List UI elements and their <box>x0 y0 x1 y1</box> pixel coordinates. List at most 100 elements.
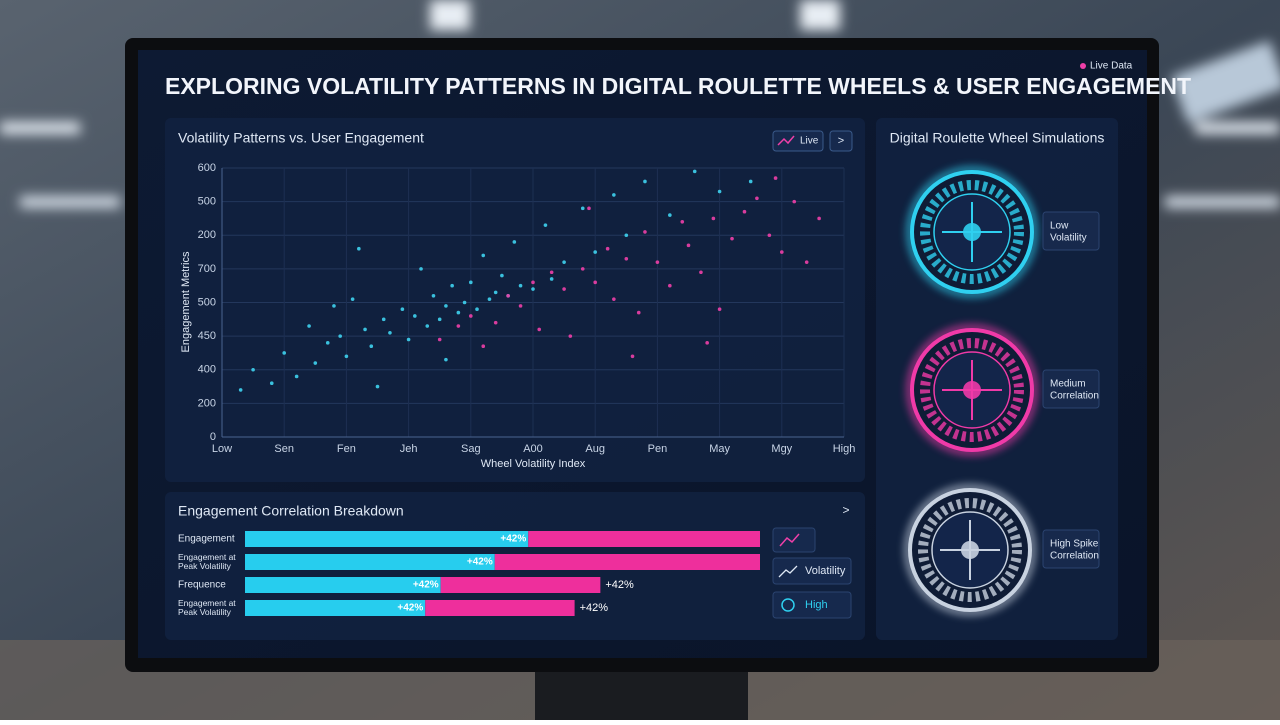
scatter-point <box>469 280 473 285</box>
scatter-point <box>755 196 759 201</box>
scatter-point <box>493 320 498 325</box>
x-tick-label: May <box>709 443 730 455</box>
scatter-point <box>543 223 548 227</box>
wheel-label-box <box>1042 529 1100 569</box>
volatility-button[interactable] <box>772 557 852 585</box>
bar-trailing-label: +42% <box>605 579 634 591</box>
scatter-point <box>767 233 772 238</box>
y-tick-label: 200 <box>198 229 216 241</box>
scatter-point <box>350 297 355 301</box>
row-label: Engagement <box>178 534 235 545</box>
scatter-point <box>444 357 448 362</box>
scatter-point <box>643 230 647 234</box>
wheel-label-box <box>1042 369 1100 409</box>
wheel-label: Low <box>1050 221 1069 232</box>
scatter-point <box>773 176 778 180</box>
bar-segment <box>494 554 760 570</box>
scatter-point <box>612 193 616 197</box>
scatter-point <box>730 236 734 241</box>
wheel-label: High Spike <box>1050 539 1099 550</box>
bar-badge: +42% <box>397 603 423 614</box>
high-button-label: High <box>805 599 828 611</box>
scatter-point <box>518 283 523 288</box>
scatter-point <box>568 334 573 338</box>
scatter-point <box>593 250 597 254</box>
scatter-point <box>717 307 722 312</box>
scatter-point <box>705 341 709 345</box>
x-tick-label: Aug <box>585 443 605 455</box>
y-tick-label: 400 <box>198 364 216 376</box>
scatter-point <box>493 290 498 295</box>
next-button[interactable] <box>829 130 853 152</box>
scatter-point <box>238 388 243 392</box>
scatter-point <box>804 260 809 264</box>
scatter-point <box>269 381 274 386</box>
scatter-point <box>413 314 417 318</box>
scatter-point <box>636 310 641 315</box>
breakdown-title: Engagement Correlation Breakdown <box>178 503 404 519</box>
scatter-point <box>605 246 610 251</box>
y-tick-label: 700 <box>198 263 216 275</box>
scatter-point <box>437 317 442 322</box>
scatter-point <box>332 304 336 308</box>
ceiling-lights <box>0 0 1280 208</box>
scatter-point <box>531 287 535 291</box>
scatter-point <box>282 351 287 355</box>
bar-segment <box>440 577 601 593</box>
scatter-point <box>624 233 629 238</box>
scatter-point <box>580 267 585 271</box>
scatter-panel <box>165 118 865 482</box>
bar-segment <box>245 531 529 547</box>
wheel-pockets <box>920 180 1024 284</box>
row-label: Peak Volatility <box>178 561 232 571</box>
scatter-point <box>381 317 386 322</box>
scatter-point <box>537 327 542 332</box>
row-label: Engagement at <box>178 552 236 562</box>
x-tick-label: Jeh <box>400 443 418 455</box>
y-tick-label: 500 <box>198 196 216 208</box>
scatter-point <box>562 260 566 264</box>
scatter-point <box>481 344 486 349</box>
scatter-plot: 0 200 400 450 500 700 200 500 600 Low Sen Fen Jeh Sag… <box>198 162 856 455</box>
breakdown-next[interactable]: > <box>842 503 849 517</box>
trend-icon <box>779 533 800 547</box>
scatter-point <box>369 344 374 349</box>
scatter-title: Volatility Patterns vs. User Engagement <box>178 130 424 146</box>
x-tick-label: Fen <box>337 443 356 455</box>
scatter-point <box>742 209 747 214</box>
bar-segment <box>245 600 426 616</box>
bar-badge: +42% <box>500 534 526 545</box>
x-tick-label: Sag <box>461 443 481 455</box>
scatter-point <box>624 256 629 261</box>
y-tick-label: 450 <box>198 330 216 342</box>
x-axis-label: Wheel Volatility Index <box>481 458 586 470</box>
row-label: Frequence <box>178 580 226 591</box>
scatter-point <box>419 267 423 271</box>
scatter-point <box>711 216 716 221</box>
live-button-label: Live <box>800 136 819 147</box>
bar-segment <box>425 600 575 616</box>
x-tick-label: Mgy <box>771 443 792 455</box>
scatter-point <box>251 367 255 372</box>
wheel-label-box <box>1042 211 1100 251</box>
scatter-point <box>344 354 349 359</box>
live-button[interactable] <box>772 130 824 152</box>
bar-segment <box>245 577 441 593</box>
wheels-title: Digital Roulette Wheel Simulations <box>890 130 1105 146</box>
scatter-point <box>699 270 703 275</box>
wheel-pockets <box>918 498 1022 602</box>
scatter-point <box>549 277 554 281</box>
bar-segment <box>528 531 760 547</box>
scatter-point <box>506 293 510 298</box>
scatter-point <box>531 280 535 285</box>
scatter-point <box>512 240 517 244</box>
scatter-point <box>668 213 672 217</box>
scatter-point <box>500 273 504 278</box>
scatter-point <box>481 253 486 258</box>
y-tick-label: 600 <box>198 162 216 174</box>
scatter-point <box>630 354 635 359</box>
scatter-point <box>475 307 479 312</box>
high-button[interactable] <box>772 591 852 619</box>
scatter-point <box>313 361 318 365</box>
scatter-point <box>462 300 467 305</box>
